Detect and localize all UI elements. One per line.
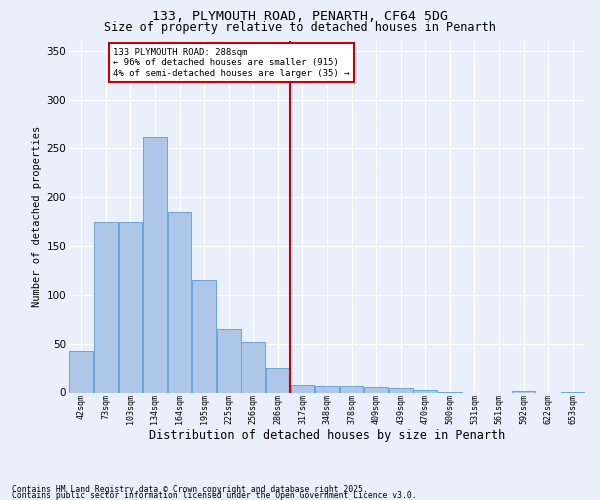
Y-axis label: Number of detached properties: Number of detached properties	[32, 126, 43, 308]
Text: 133, PLYMOUTH ROAD, PENARTH, CF64 5DG: 133, PLYMOUTH ROAD, PENARTH, CF64 5DG	[152, 10, 448, 23]
Bar	[70, 352, 93, 393]
Bar	[143, 136, 167, 392]
Bar	[315, 386, 339, 392]
Bar	[413, 390, 437, 392]
Bar	[340, 386, 364, 392]
X-axis label: Distribution of detached houses by size in Penarth: Distribution of detached houses by size …	[149, 430, 505, 442]
Bar	[119, 222, 142, 392]
Text: Contains public sector information licensed under the Open Government Licence v3: Contains public sector information licen…	[12, 490, 416, 500]
Bar	[266, 368, 290, 392]
Text: Contains HM Land Registry data © Crown copyright and database right 2025.: Contains HM Land Registry data © Crown c…	[12, 484, 368, 494]
Bar	[167, 212, 191, 392]
Bar	[241, 342, 265, 392]
Bar	[192, 280, 216, 392]
Bar	[389, 388, 413, 392]
Text: 133 PLYMOUTH ROAD: 288sqm
← 96% of detached houses are smaller (915)
4% of semi-: 133 PLYMOUTH ROAD: 288sqm ← 96% of detac…	[113, 48, 350, 78]
Text: Size of property relative to detached houses in Penarth: Size of property relative to detached ho…	[104, 22, 496, 35]
Bar	[364, 386, 388, 392]
Bar	[94, 222, 118, 392]
Bar	[217, 329, 241, 392]
Bar	[512, 390, 535, 392]
Bar	[290, 384, 314, 392]
